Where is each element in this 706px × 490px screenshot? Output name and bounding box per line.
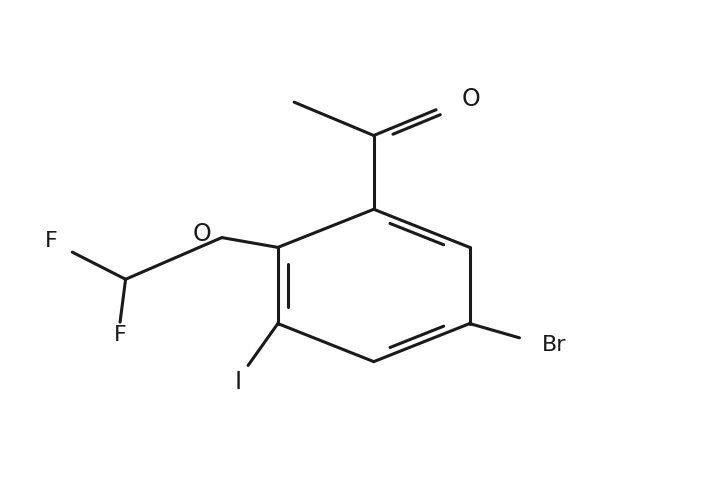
Text: O: O	[192, 222, 211, 246]
Text: F: F	[45, 231, 58, 251]
Text: Br: Br	[542, 335, 566, 354]
Text: O: O	[461, 87, 480, 111]
Text: F: F	[114, 325, 126, 345]
Text: I: I	[235, 369, 242, 393]
